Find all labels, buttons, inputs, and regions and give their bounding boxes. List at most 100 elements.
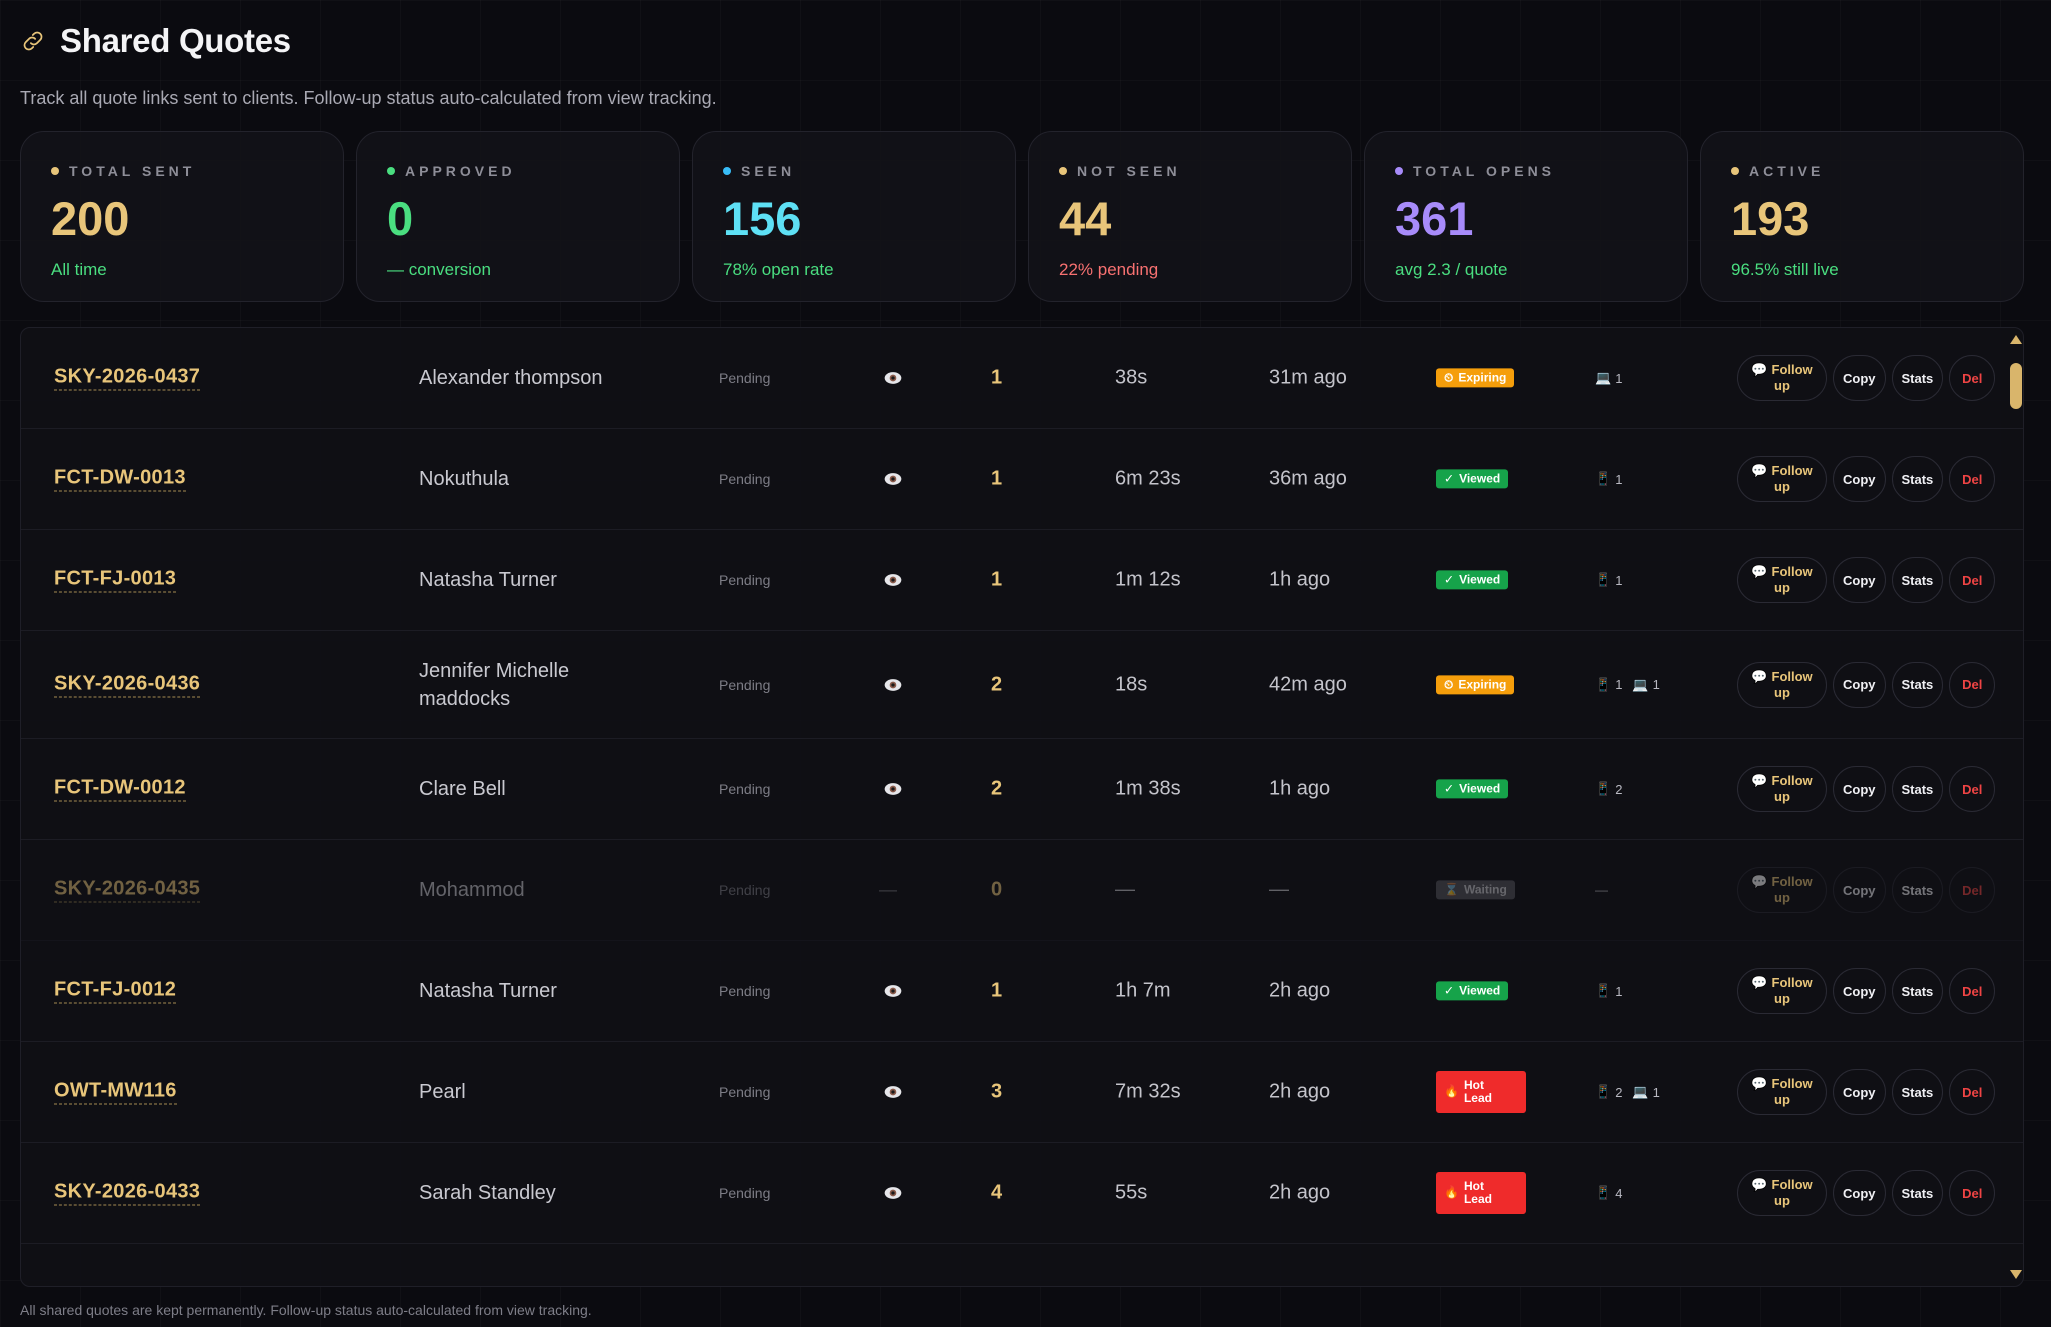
follow-up-button[interactable]: 💬 Follow up xyxy=(1737,355,1827,401)
device-count-value: 2 xyxy=(1615,1084,1623,1100)
quotes-table[interactable]: SKY-2026-0437 Alexander thompson Pending 1 3… xyxy=(20,327,2024,1287)
follow-up-top: 💬 Follow xyxy=(1751,975,1812,991)
quote-id-link[interactable]: FCT-DW-0013 xyxy=(54,467,186,492)
view-duration: 1m 12s xyxy=(1115,568,1181,591)
stat-label-text: TOTAL SENT xyxy=(69,163,196,179)
follow-up-label-2: up xyxy=(1774,991,1790,1006)
status-dot xyxy=(1731,167,1739,175)
quote-id-link[interactable]: FCT-FJ-0012 xyxy=(54,979,177,1004)
copy-button[interactable]: Copy xyxy=(1833,456,1886,502)
phone-icon: 📱 xyxy=(1595,983,1612,998)
stats-button[interactable]: Stats xyxy=(1891,766,1944,812)
open-count: 3 xyxy=(991,1080,1003,1103)
device-summary: 📱 2 xyxy=(1595,781,1622,797)
table-row: SKY-2026-0433 Sarah Standley Pending 4 55s 2h… xyxy=(21,1143,2023,1244)
device-count: 💻 1 xyxy=(1632,677,1659,693)
follow-up-button[interactable]: 💬 Follow up xyxy=(1737,661,1827,708)
stats-button[interactable]: Stats xyxy=(1891,1069,1944,1115)
quote-id-link[interactable]: SKY-2026-0435 xyxy=(54,878,201,903)
stat-label-text: NOT SEEN xyxy=(1077,163,1181,179)
device-count: 📱 1 xyxy=(1595,677,1622,693)
copy-button[interactable]: Copy xyxy=(1833,867,1886,913)
last-viewed: — xyxy=(1269,878,1289,901)
copy-button[interactable]: Copy xyxy=(1833,355,1886,401)
follow-up-top: 💬 Follow xyxy=(1751,564,1812,580)
follow-up-top: 💬 Follow xyxy=(1751,362,1812,378)
follow-up-button[interactable]: 💬 Follow up xyxy=(1737,1170,1827,1216)
stats-button[interactable]: Stats xyxy=(1891,661,1944,708)
open-count: 2 xyxy=(991,777,1003,800)
status-badge: ✓ Viewed xyxy=(1436,570,1509,590)
scroll-up-arrow[interactable] xyxy=(2010,335,2022,344)
client-name: Mohammod xyxy=(419,879,525,901)
table-scrollbar[interactable] xyxy=(2008,327,2024,1287)
row-actions: 💬 Follow up Copy Stats Del xyxy=(1737,456,1996,502)
device-count: 📱 1 xyxy=(1595,983,1622,999)
delete-button[interactable]: Del xyxy=(1949,557,1996,603)
chat-bubble-icon: 💬 xyxy=(1751,1076,1768,1091)
device-count: 📱 4 xyxy=(1595,1185,1622,1201)
view-icon: ✓ xyxy=(1444,572,1455,587)
delete-button[interactable]: Del xyxy=(1949,1170,1996,1216)
follow-up-label: Follow xyxy=(1771,564,1813,579)
copy-button[interactable]: Copy xyxy=(1833,557,1886,603)
chat-bubble-icon: 💬 xyxy=(1751,773,1768,788)
follow-up-label: Follow xyxy=(1771,975,1813,990)
quote-id-link[interactable]: FCT-FJ-0013 xyxy=(54,568,177,593)
stat-sub: 22% pending xyxy=(1059,260,1159,279)
copy-button[interactable]: Copy xyxy=(1833,1069,1886,1115)
delete-button[interactable]: Del xyxy=(1949,355,1996,401)
device-count-value: 1 xyxy=(1652,1084,1660,1100)
scroll-down-arrow[interactable] xyxy=(2010,1270,2022,1279)
status-dot xyxy=(1059,167,1067,175)
copy-button[interactable]: Copy xyxy=(1833,968,1886,1014)
stat-label: NOT SEEN xyxy=(1059,163,1321,179)
follow-up-button[interactable]: 💬 Follow up xyxy=(1737,766,1827,812)
follow-up-button[interactable]: 💬 Follow up xyxy=(1737,1069,1827,1115)
stat-sub: — conversion xyxy=(387,260,491,279)
status-badge-label: Viewed xyxy=(1459,781,1501,796)
copy-button[interactable]: Copy xyxy=(1833,766,1886,812)
follow-up-button[interactable]: 💬 Follow up xyxy=(1737,557,1827,603)
stats-button[interactable]: Stats xyxy=(1891,557,1944,603)
scroll-thumb[interactable] xyxy=(2010,363,2022,409)
quote-id-link[interactable]: OWT-MW116 xyxy=(54,1080,177,1105)
quote-id-link[interactable]: SKY-2026-0437 xyxy=(54,366,201,391)
quote-id-link[interactable]: SKY-2026-0436 xyxy=(54,672,201,697)
stats-button[interactable]: Stats xyxy=(1891,867,1944,913)
device-summary: 📱 1 xyxy=(1595,983,1622,999)
stat-card: TOTAL SENT 200 All time xyxy=(20,131,344,302)
delete-button[interactable]: Del xyxy=(1949,661,1996,708)
quote-id-link[interactable]: SKY-2026-0433 xyxy=(54,1181,201,1206)
delete-button[interactable]: Del xyxy=(1949,867,1996,913)
copy-button[interactable]: Copy xyxy=(1833,661,1886,708)
status-badge-label: Viewed xyxy=(1459,572,1501,587)
view-duration: 18s xyxy=(1115,673,1148,695)
stats-button[interactable]: Stats xyxy=(1891,355,1944,401)
client-name: Pearl xyxy=(419,1081,466,1103)
delete-button[interactable]: Del xyxy=(1949,1069,1996,1115)
copy-button[interactable]: Copy xyxy=(1833,1170,1886,1216)
delete-button[interactable]: Del xyxy=(1949,456,1996,502)
follow-up-button[interactable]: 💬 Follow up xyxy=(1737,968,1827,1014)
delete-button[interactable]: Del xyxy=(1949,968,1996,1014)
follow-up-button[interactable]: 💬 Follow up xyxy=(1737,867,1827,913)
row-actions: 💬 Follow up Copy Stats Del xyxy=(1737,766,1996,812)
follow-up-top: 💬 Follow xyxy=(1751,463,1812,479)
stat-sub: All time xyxy=(51,260,107,279)
stats-button[interactable]: Stats xyxy=(1891,1170,1944,1216)
status-badge-cell: ✓ Viewed xyxy=(1436,570,1509,590)
view-icon: ✓ xyxy=(1444,781,1455,796)
device-count-value: 1 xyxy=(1615,370,1623,386)
stat-card: NOT SEEN 44 22% pending xyxy=(1028,131,1352,302)
eye-icon xyxy=(884,985,902,997)
device-summary: 💻 1 xyxy=(1595,370,1622,386)
view-icon: ✓ xyxy=(1444,983,1455,998)
quote-id-link[interactable]: FCT-DW-0012 xyxy=(54,777,186,802)
client-name: Alexander thompson xyxy=(419,367,603,389)
delete-button[interactable]: Del xyxy=(1949,766,1996,812)
stats-button[interactable]: Stats xyxy=(1891,456,1944,502)
table-row: FCT-FJ-0012 Natasha Turner Pending 1 1h 7m 2h… xyxy=(21,941,2023,1042)
follow-up-button[interactable]: 💬 Follow up xyxy=(1737,456,1827,502)
stats-button[interactable]: Stats xyxy=(1891,968,1944,1014)
